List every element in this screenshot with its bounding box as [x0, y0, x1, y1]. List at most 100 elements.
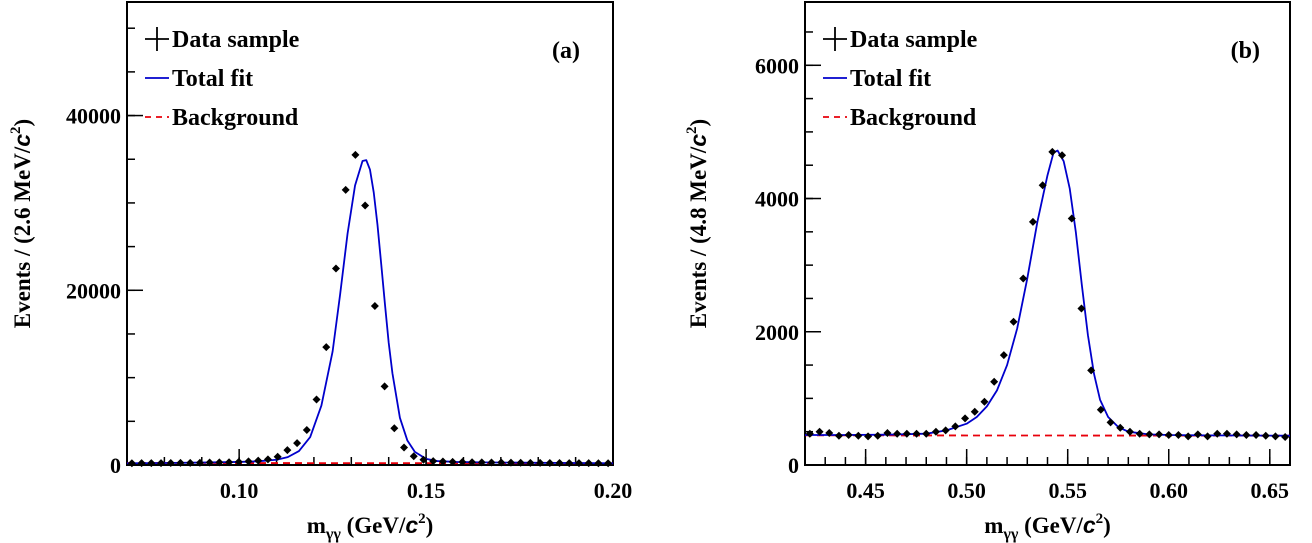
- data-point: [941, 426, 950, 435]
- data-point: [468, 458, 477, 467]
- x-axis-label: mγγ (GeV/c2): [984, 511, 1111, 543]
- data-point: [1077, 304, 1086, 313]
- legend-label: Data sample: [850, 27, 978, 53]
- y-axis-label: Events / (4.8 MeV/c2): [684, 119, 711, 328]
- data-point: [1125, 427, 1134, 436]
- data-point: [438, 457, 447, 466]
- data-point: [864, 432, 873, 441]
- total-fit-line: [805, 149, 1291, 437]
- x-axis-label: mγγ (GeV/c2): [307, 511, 434, 543]
- x-axis-label-subscript: γγ: [1002, 526, 1018, 543]
- data-point: [999, 351, 1008, 360]
- x-axis-label-main: m: [307, 513, 326, 538]
- data-point: [127, 459, 136, 468]
- data-point: [1222, 429, 1231, 438]
- data-point: [497, 458, 506, 467]
- x-tick-label: 0.55: [1048, 478, 1087, 503]
- data-point: [244, 457, 253, 466]
- data-point: [458, 458, 467, 467]
- total-fit-line: [126, 159, 614, 465]
- data-point: [1058, 151, 1067, 160]
- data-point: [1145, 430, 1154, 439]
- y-axis-label-main: Events / (4.8 MeV/: [686, 146, 711, 328]
- data-point: [844, 431, 853, 440]
- data-point: [1213, 429, 1222, 438]
- data-point: [186, 458, 195, 467]
- data-point: [526, 458, 535, 467]
- x-axis-label-subscript: γγ: [325, 526, 341, 543]
- data-point: [293, 439, 302, 448]
- data-point: [1193, 430, 1202, 439]
- data-point: [825, 429, 834, 438]
- data-point: [370, 302, 379, 311]
- y-tick-label: 20000: [66, 278, 121, 303]
- data-point: [215, 458, 224, 467]
- data-point: [1281, 433, 1290, 442]
- data-point: [302, 426, 311, 435]
- data-point: [506, 458, 515, 467]
- data-point: [834, 431, 843, 440]
- legend-label: Total fit: [850, 66, 931, 92]
- data-point: [400, 443, 409, 452]
- data-point: [157, 459, 166, 468]
- data-point: [351, 150, 360, 159]
- data-point: [854, 431, 863, 440]
- data-point: [902, 429, 911, 438]
- panel-label: (a): [552, 38, 580, 64]
- data-point: [477, 458, 486, 467]
- data-point: [1096, 405, 1105, 414]
- y-axis-label-exponent: 2: [684, 126, 700, 134]
- data-point: [970, 407, 979, 416]
- data-point: [166, 458, 175, 467]
- data-point: [409, 452, 418, 461]
- data-point: [574, 459, 583, 468]
- data-point: [254, 456, 263, 465]
- data-point: [990, 377, 999, 386]
- legend-label: Total fit: [172, 66, 253, 92]
- legend-label: Background: [850, 105, 977, 131]
- data-point: [565, 459, 574, 468]
- data-point: [951, 422, 960, 431]
- y-tick-label: 0: [788, 453, 799, 478]
- data-point: [1087, 366, 1096, 375]
- x-tick-label: 0.50: [947, 478, 986, 503]
- y-tick-label: 4000: [755, 187, 799, 212]
- x-axis-label-exponent: 2: [1096, 511, 1104, 527]
- data-point: [331, 264, 340, 273]
- y-axis-label-close: ): [686, 119, 711, 127]
- data-point: [419, 455, 428, 464]
- data-point: [1261, 431, 1270, 440]
- data-point: [205, 458, 214, 467]
- x-axis-label-main: m: [984, 513, 1003, 538]
- data-point: [1232, 430, 1241, 439]
- legend-label: Data sample: [172, 27, 300, 53]
- data-point: [1028, 217, 1037, 226]
- y-tick-label: 40000: [66, 104, 121, 129]
- data-point: [341, 185, 350, 194]
- y-axis-label-c: c: [9, 134, 35, 147]
- data-point: [1135, 429, 1144, 438]
- data-point: [448, 457, 457, 466]
- data-point: [283, 446, 292, 455]
- data-point: [1116, 423, 1125, 432]
- x-tick-label: 0.20: [594, 478, 633, 503]
- y-axis-label-main: Events / (2.6 MeV/: [10, 146, 35, 328]
- y-tick-label: 2000: [755, 320, 799, 345]
- data-point: [815, 427, 824, 436]
- x-tick-label: 0.65: [1251, 478, 1290, 503]
- data-point: [516, 458, 525, 467]
- data-point: [912, 429, 921, 438]
- data-point: [273, 452, 282, 461]
- x-axis-label-close: ): [426, 513, 434, 538]
- data-point: [805, 429, 814, 438]
- panel-b: 0.45 0.50 0.55 0.60 0.65 0 2000 4000 6000 Data sa…: [684, 1, 1291, 543]
- data-point: [195, 458, 204, 467]
- x-axis-label-close: ): [1103, 513, 1111, 538]
- x-axis-label-c: c: [405, 512, 418, 538]
- data-point: [1048, 147, 1057, 156]
- data-point: [390, 424, 399, 433]
- data-point: [1203, 432, 1212, 441]
- x-axis-label-exponent: 2: [418, 511, 426, 527]
- data-point: [1067, 214, 1076, 223]
- data-point: [1106, 418, 1115, 427]
